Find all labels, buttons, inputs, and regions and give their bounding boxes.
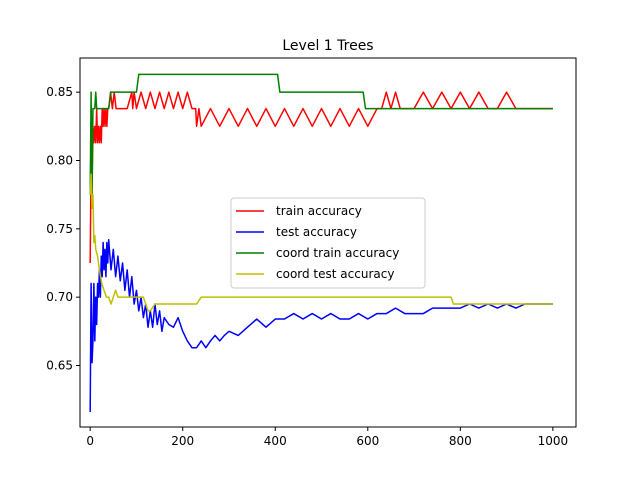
x-axis: 0 200 400 600 800 1000 <box>86 427 568 448</box>
series-layer <box>89 73 553 412</box>
series-line-coord-test-accuracy <box>89 173 553 312</box>
y-axis: 0.65 0.70 0.75 0.80 0.85 <box>46 85 80 373</box>
chart-title: Level 1 Trees <box>282 38 373 54</box>
y-tick-label: 0.80 <box>46 154 73 168</box>
y-tick-label: 0.75 <box>46 222 73 236</box>
y-tick-label: 0.65 <box>46 359 73 373</box>
x-tick-label: 600 <box>356 434 379 448</box>
series-line-coord-train-accuracy <box>89 73 553 196</box>
legend-box <box>230 197 426 289</box>
legend: train accuracy test accuracy coord train a… <box>230 197 426 289</box>
x-tick-label: 200 <box>171 434 194 448</box>
x-tick-label: 1000 <box>538 434 569 448</box>
legend-label-test-accuracy: test accuracy <box>276 225 357 239</box>
plot-area-frame <box>79 57 577 428</box>
legend-label-coord-test-accuracy: coord test accuracy <box>276 267 394 281</box>
y-tick-label: 0.85 <box>46 85 73 99</box>
series-line-train-accuracy <box>89 91 553 264</box>
legend-label-train-accuracy: train accuracy <box>276 204 362 218</box>
series-line-test-accuracy <box>89 239 553 412</box>
x-tick-label: 0 <box>86 434 94 448</box>
legend-label-coord-train-accuracy: coord train accuracy <box>276 246 399 260</box>
y-tick-label: 0.70 <box>46 290 73 304</box>
x-tick-label: 400 <box>264 434 287 448</box>
x-tick-label: 800 <box>449 434 472 448</box>
